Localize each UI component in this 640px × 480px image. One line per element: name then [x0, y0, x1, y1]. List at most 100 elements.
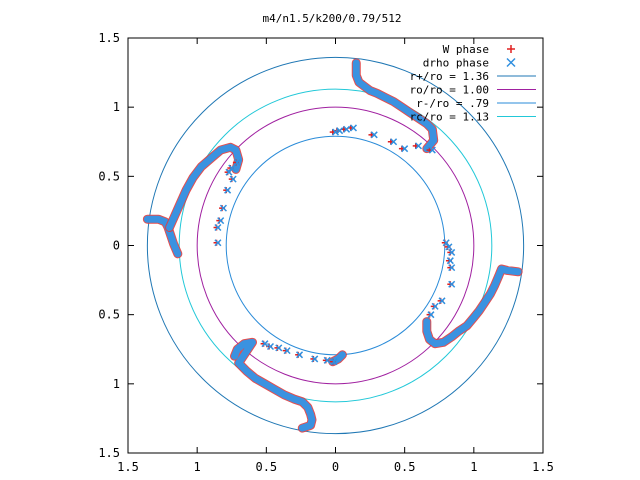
drho-phase-point [336, 127, 344, 135]
cross-b [331, 128, 340, 136]
drho-phase-point [448, 248, 456, 256]
drho-phase-point [331, 128, 340, 136]
cross-b [229, 175, 237, 183]
cross-b [448, 280, 456, 288]
drho-phase-point [445, 243, 453, 251]
cross-b [330, 358, 338, 366]
x-tick-label: 1.5 [117, 460, 139, 474]
drho-phase-point [233, 158, 241, 167]
cross-b [445, 243, 453, 251]
drho-phase-point [275, 344, 283, 352]
reference-circles [146, 56, 525, 435]
cross-b [448, 248, 456, 256]
x-tick-label: 0 [332, 460, 339, 474]
x-tick-label: 0.5 [394, 460, 416, 474]
cross-b [428, 146, 436, 154]
data-points [213, 124, 456, 366]
cross-b [296, 351, 304, 359]
drho-phase-point [214, 223, 222, 232]
cross-b [224, 186, 232, 194]
circle-1.13 [178, 88, 493, 403]
cross-b [414, 142, 423, 150]
drho-phase-point [229, 175, 237, 183]
drho-phase-point [283, 347, 291, 355]
cross-b [225, 168, 233, 176]
cross-b [228, 164, 236, 172]
circle-0.79 [225, 135, 446, 356]
cross-b [214, 239, 222, 247]
drho-phase-point [414, 142, 423, 150]
band-red-3 [422, 264, 523, 349]
cross-b [448, 264, 456, 272]
y-tick-label: 1 [113, 377, 120, 391]
x-tick-label: 1 [470, 460, 477, 474]
drho-phase-point [401, 145, 409, 153]
drho-phase-point [428, 146, 436, 154]
band-blue-0 [352, 59, 438, 153]
circle-1.36 [146, 56, 525, 435]
drho-phase-point [370, 131, 378, 139]
cross-b [214, 223, 222, 232]
band-red-2 [165, 142, 244, 233]
y-tick-label: 0.5 [98, 308, 120, 322]
cross-b [390, 138, 398, 146]
band-blue-4 [231, 338, 316, 432]
axis-ticks: 1.5 1 0.5 0 0.5 1 1.51.510.500.511.5 [98, 31, 554, 474]
drho-phase-point [448, 264, 456, 272]
drho-phase-point [446, 257, 454, 265]
cross-b [323, 356, 331, 364]
cross-b [219, 204, 227, 212]
cross-b [275, 344, 283, 352]
cross-b [370, 131, 378, 139]
drho-phase-point [214, 239, 222, 247]
drho-phase-point [224, 186, 232, 194]
drho-phase-point [330, 358, 338, 366]
circle-1 [196, 106, 475, 385]
drho-phase-point [390, 138, 398, 146]
cross-b [336, 127, 344, 135]
drho-phase-point [296, 351, 304, 359]
drho-phase-point [438, 297, 446, 305]
cross-b [343, 125, 351, 133]
x-tick-label: 1 [194, 460, 201, 474]
legend-cross-b [506, 57, 516, 68]
cross-b [431, 302, 439, 310]
drho-phase-point [349, 124, 358, 132]
y-tick-label: 0 [113, 239, 120, 253]
drho-phase-point [219, 204, 227, 212]
cross-b [233, 158, 241, 167]
legend-label: r-/ro = .79 [416, 97, 489, 110]
y-tick-label: 1.5 [98, 446, 120, 460]
legend-label: W phase [443, 43, 489, 56]
legend-label: r+/ro = 1.36 [410, 70, 489, 83]
drho-phase-point [266, 342, 275, 351]
phase-bands [142, 58, 523, 433]
cross-b [261, 340, 269, 348]
cross-b [349, 124, 358, 132]
legend-label: rc/ro = 1.13 [410, 111, 489, 124]
drho-phase-point [343, 125, 351, 133]
cross-b [438, 297, 446, 305]
drho-phase-point [448, 280, 456, 288]
band-blue-2 [166, 143, 243, 232]
legend-label: ro/ro = 1.00 [410, 84, 489, 97]
y-tick-label: 1 [113, 100, 120, 114]
chart-title: m4/n1.5/k200/0.79/512 [262, 12, 401, 25]
drho-phase-point [427, 311, 435, 319]
legend-label: drho phase [423, 57, 489, 70]
cross-b [283, 347, 291, 355]
drho-phase-point [217, 217, 225, 225]
cross-b [427, 311, 435, 319]
x-tick-label: 0.5 [255, 460, 277, 474]
drho-phase-point [323, 356, 331, 364]
drho-phase-point [261, 340, 269, 348]
x-tick-label: 1.5 [532, 460, 554, 474]
cross-b [217, 217, 225, 225]
drho-phase-point [442, 239, 450, 247]
y-tick-label: 1.5 [98, 31, 120, 45]
drho-phase-point [228, 164, 236, 172]
cross-b [442, 239, 450, 247]
cross-b [446, 257, 454, 265]
cross-b [311, 355, 319, 363]
